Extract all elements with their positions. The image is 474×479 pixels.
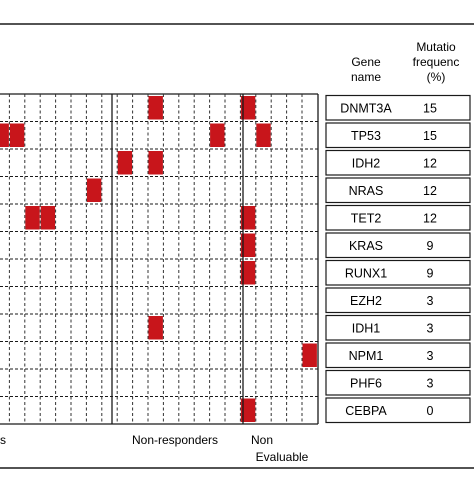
- gene-row-box: [325, 232, 471, 259]
- gene-row-box: [325, 397, 471, 424]
- gene-name: DNMT3A: [340, 101, 392, 115]
- gene-row-box: [325, 177, 471, 204]
- gene-name: NPM1: [349, 349, 384, 363]
- group-label-non-evaluable-2: Evaluable: [256, 450, 309, 464]
- gene-row-box: [325, 369, 471, 396]
- gene-name: IDH2: [352, 156, 381, 170]
- gene-row-box: [325, 94, 471, 121]
- gene-column-header-1: Gene: [351, 55, 381, 69]
- gene-name: IDH1: [352, 321, 381, 335]
- mutation-cell: [117, 151, 133, 175]
- gene-column-header-2: name: [351, 70, 381, 84]
- gene-name: CEBPA: [345, 404, 387, 418]
- mutation-cell: [9, 123, 25, 147]
- gene-row-box: [325, 287, 471, 314]
- gene-frequency: 15: [423, 101, 437, 115]
- gene-name: KRAS: [349, 239, 383, 253]
- gene-row-box: [325, 342, 471, 369]
- mutation-cell: [148, 151, 163, 175]
- gene-name: PHF6: [350, 376, 382, 390]
- gene-row-box: [325, 204, 471, 231]
- mutation-cell: [86, 178, 102, 202]
- gene-frequency: 12: [423, 156, 437, 170]
- gene-name: RUNX1: [345, 266, 387, 280]
- freq-column-header-1: Mutatio: [416, 40, 456, 54]
- mutation-cell: [240, 261, 256, 285]
- gene-frequency: 0: [427, 404, 434, 418]
- gene-frequency: 12: [423, 211, 437, 225]
- gene-frequency: 9: [427, 266, 434, 280]
- gene-name: TP53: [351, 129, 381, 143]
- gene-row-box: [325, 314, 471, 341]
- freq-column-header-2: frequenc: [413, 55, 460, 69]
- gene-frequency: 12: [423, 184, 437, 198]
- gene-name: NRAS: [349, 184, 384, 198]
- mutation-cell: [240, 96, 256, 120]
- mutation-cell: [40, 206, 56, 230]
- gene-row-box: [325, 149, 471, 176]
- mutation-cell: [302, 343, 317, 367]
- gene-frequency-table: DNMT3A 15 TP53 15 IDH2 12 NRAS 12 TET2 12 KRAS 9 RUN…: [325, 94, 471, 424]
- mutation-cell: [148, 96, 163, 120]
- gene-name: EZH2: [350, 294, 382, 308]
- gene-frequency: 3: [427, 321, 434, 335]
- group-label-non-responders: Non-responders: [132, 433, 218, 447]
- mutation-cell: [240, 233, 256, 257]
- mutation-cell: [240, 398, 256, 422]
- mutation-cell: [256, 123, 271, 147]
- group-label-responders: s: [0, 433, 6, 447]
- mutation-cell: [25, 206, 40, 230]
- mutation-cell: [240, 206, 256, 230]
- gene-row-box: [325, 122, 471, 149]
- mutation-cell: [0, 123, 9, 147]
- gene-row-box: [325, 259, 471, 286]
- group-label-non-evaluable-1: Non: [251, 433, 273, 447]
- mutation-cell: [210, 123, 225, 147]
- gene-frequency: 15: [423, 129, 437, 143]
- gene-frequency: 3: [427, 349, 434, 363]
- gene-frequency: 3: [427, 294, 434, 308]
- mutation-heatmap: [0, 93, 318, 425]
- mutation-cell: [148, 316, 163, 340]
- gene-name: TET2: [351, 211, 382, 225]
- gene-frequency: 9: [427, 239, 434, 253]
- gene-frequency: 3: [427, 376, 434, 390]
- freq-column-header-3: (%): [427, 70, 446, 84]
